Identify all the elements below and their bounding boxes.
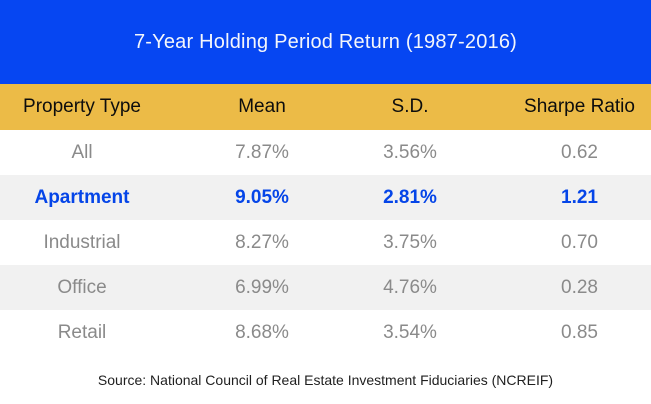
table-row-retail: Retail 8.68% 3.54% 0.85 [0, 310, 651, 355]
source-note: Source: National Council of Real Estate … [97, 371, 554, 388]
mean-cell: 8.27% [235, 231, 289, 253]
figure-title: 7-Year Holding Period Return (1987-2016) [133, 30, 518, 53]
source-area: Source: National Council of Real Estate … [0, 355, 651, 404]
sharpe-cell: 0.70 [561, 231, 598, 253]
table-row-industrial: Industrial 8.27% 3.75% 0.70 [0, 220, 651, 265]
sd-cell: 4.76% [383, 276, 437, 298]
mean-cell: 6.99% [235, 276, 289, 298]
sharpe-cell: 0.62 [561, 141, 598, 163]
property-type-cell: Office [57, 276, 107, 298]
property-type-cell: Apartment [34, 186, 130, 208]
property-type-cell: Industrial [43, 231, 121, 253]
property-type-cell: All [71, 141, 93, 163]
sharpe-cell: 0.85 [561, 321, 598, 343]
sharpe-cell: 1.21 [561, 186, 598, 208]
sd-cell: 3.75% [383, 231, 437, 253]
mean-cell: 8.68% [235, 321, 289, 343]
sd-cell: 3.56% [383, 141, 437, 163]
table-row-apartment-highlighted: Apartment 9.05% 2.81% 1.21 [0, 175, 651, 220]
table-header-row: Property Type Mean S.D. Sharpe Ratio [0, 84, 651, 130]
table-row-all: All 7.87% 3.56% 0.62 [0, 130, 651, 175]
column-header-sd: S.D. [391, 96, 429, 117]
table-row-office: Office 6.99% 4.76% 0.28 [0, 265, 651, 310]
property-type-cell: Retail [57, 321, 107, 343]
sharpe-cell: 0.28 [561, 276, 598, 298]
column-header-mean: Mean [238, 96, 286, 117]
sd-cell: 2.81% [383, 186, 437, 208]
column-header-property-type: Property Type [23, 96, 141, 117]
title-bar: 7-Year Holding Period Return (1987-2016) [0, 0, 651, 84]
sd-cell: 3.54% [383, 321, 437, 343]
mean-cell: 9.05% [235, 186, 289, 208]
mean-cell: 7.87% [235, 141, 289, 163]
column-header-sharpe-ratio: Sharpe Ratio [524, 96, 635, 117]
